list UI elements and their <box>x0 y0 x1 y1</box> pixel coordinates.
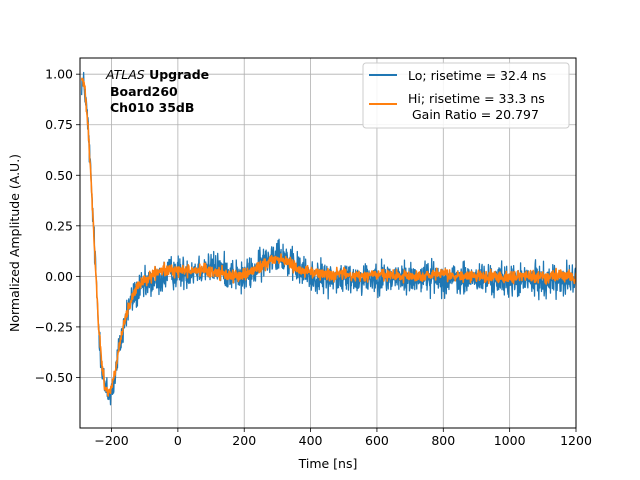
x-tick-label: 200 <box>232 433 256 448</box>
annotation-upgrade: Upgrade <box>145 67 209 82</box>
y-tick-label: 0.00 <box>45 269 73 284</box>
y-tick-label: 1.00 <box>45 67 73 82</box>
x-tick-label: 1200 <box>560 433 592 448</box>
x-tick-label: 800 <box>431 433 455 448</box>
series-layer <box>80 71 576 406</box>
legend-box <box>362 62 570 129</box>
x-tick-label: −200 <box>94 433 128 448</box>
annotation-line-2: Board260 <box>110 84 178 99</box>
y-tick-label: −0.25 <box>35 319 73 334</box>
series-line-hi <box>80 77 576 397</box>
x-tick-label: 600 <box>365 433 389 448</box>
legend-label-hi: Hi; risetime = 33.3 ns <box>408 91 545 106</box>
annotation-line-3: Ch010 35dB <box>110 100 194 115</box>
y-axis-label: Normalized Amplitude (A.U.) <box>7 154 22 332</box>
x-tick-label: 1000 <box>494 433 526 448</box>
axes-frame <box>79 57 577 429</box>
annotation-line-1: ATLAS Upgrade <box>105 67 209 82</box>
y-tick-label: 0.75 <box>45 117 73 132</box>
y-tick-label: −0.50 <box>35 370 73 385</box>
x-tick-label: 0 <box>174 433 182 448</box>
annotation: ATLAS Upgrade Board260 Ch010 35dB <box>105 67 209 115</box>
legend-gain-ratio: Gain Ratio = 20.797 <box>408 107 539 122</box>
x-tick-label: 400 <box>299 433 323 448</box>
annotation-atlas: ATLAS <box>105 67 145 82</box>
legend: Lo; risetime = 32.4 ns Hi; risetime = 33… <box>362 62 570 129</box>
legend-label-lo: Lo; risetime = 32.4 ns <box>408 68 546 83</box>
ticks: −200 0 200 400 600 800 1000 1200 −0.50 −0.25 0.00 0… <box>35 67 592 448</box>
x-axis-label: Time [ns] <box>298 456 358 471</box>
y-tick-label: 0.25 <box>45 218 73 233</box>
y-tick-label: 0.50 <box>45 168 73 183</box>
